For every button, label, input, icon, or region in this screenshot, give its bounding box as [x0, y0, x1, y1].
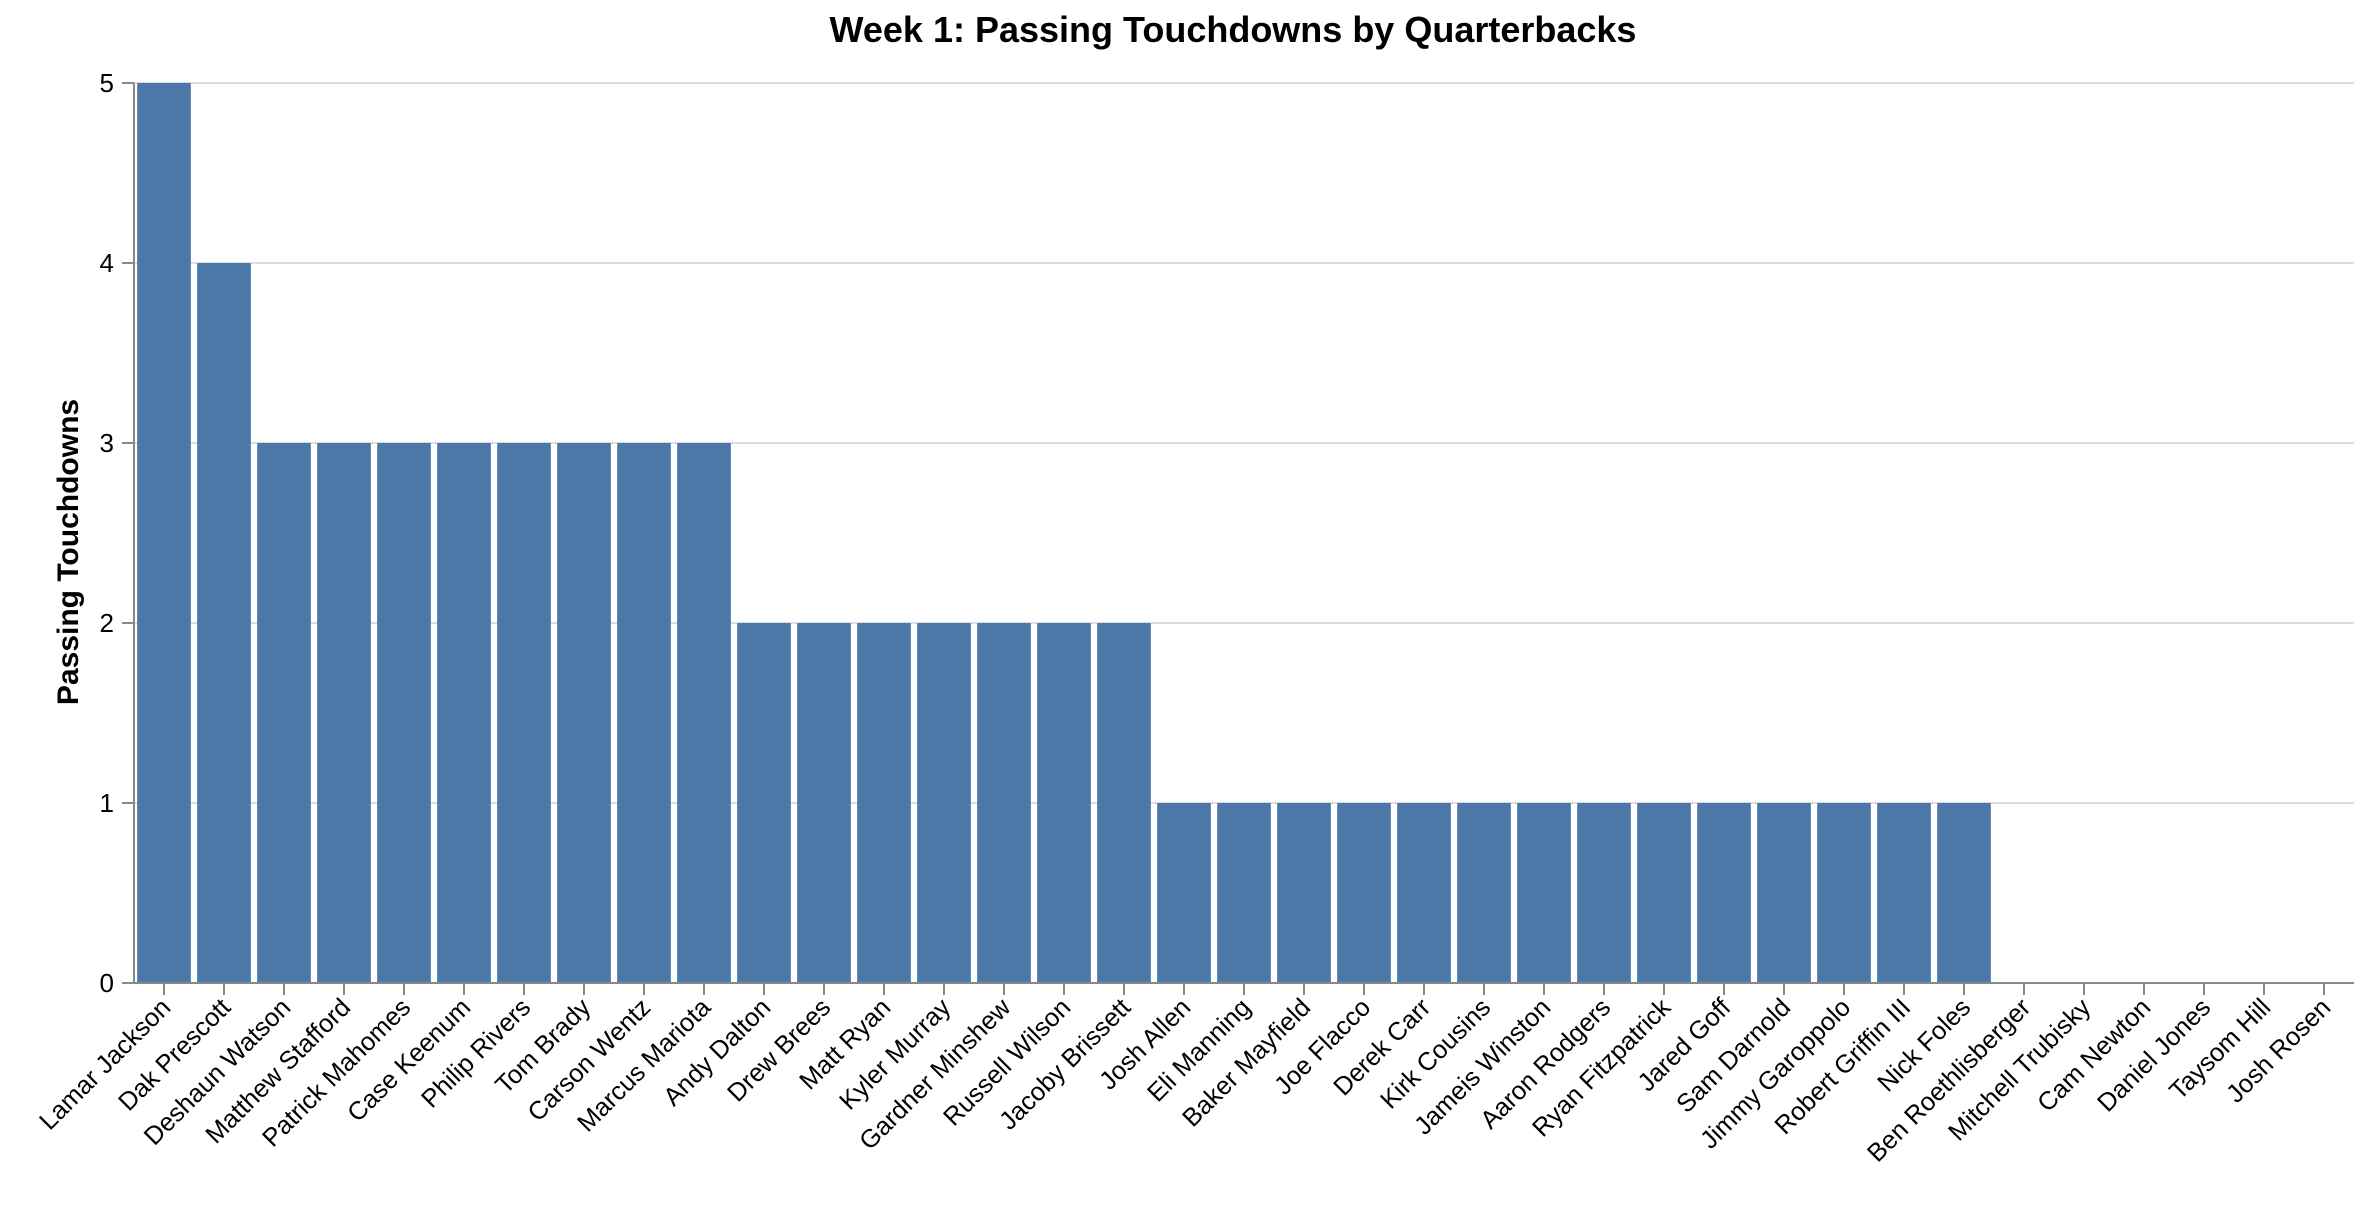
- bar: [377, 443, 431, 983]
- y-tick-label: 0: [100, 968, 114, 998]
- bar: [797, 623, 851, 983]
- bars: [137, 83, 1991, 983]
- bar: [197, 263, 251, 983]
- bar: [737, 623, 791, 983]
- y-tick-label: 4: [100, 248, 114, 278]
- bar: [977, 623, 1031, 983]
- bar: [1577, 803, 1631, 983]
- bar: [917, 623, 971, 983]
- y-axis-title: Passing Touchdowns: [52, 399, 85, 705]
- bar: [497, 443, 551, 983]
- y-axis: 0 1 2 3 4 5: [100, 68, 135, 998]
- bar: [1817, 803, 1871, 983]
- bar: [1697, 803, 1751, 983]
- bar: [1457, 803, 1511, 983]
- bar: [1877, 803, 1931, 983]
- bar: [617, 443, 671, 983]
- bar: [1757, 803, 1811, 983]
- bar: [137, 83, 191, 983]
- bar: [677, 443, 731, 983]
- bar: [257, 443, 311, 983]
- bar: [1637, 803, 1691, 983]
- bar: [857, 623, 911, 983]
- bar: [1037, 623, 1091, 983]
- bar: [1277, 803, 1331, 983]
- bar: [1397, 803, 1451, 983]
- bar: [1097, 623, 1151, 983]
- bar: [1337, 803, 1391, 983]
- y-tick-label: 1: [100, 788, 114, 818]
- chart-title: Week 1: Passing Touchdowns by Quarterbac…: [830, 9, 1637, 50]
- y-tick-label: 3: [100, 428, 114, 458]
- y-tick-label: 2: [100, 608, 114, 638]
- bar: [557, 443, 611, 983]
- y-tick-label: 5: [100, 68, 114, 98]
- bar: [1937, 803, 1991, 983]
- bar: [317, 443, 371, 983]
- bar: [1517, 803, 1571, 983]
- bar: [1217, 803, 1271, 983]
- bar: [437, 443, 491, 983]
- bar: [1157, 803, 1211, 983]
